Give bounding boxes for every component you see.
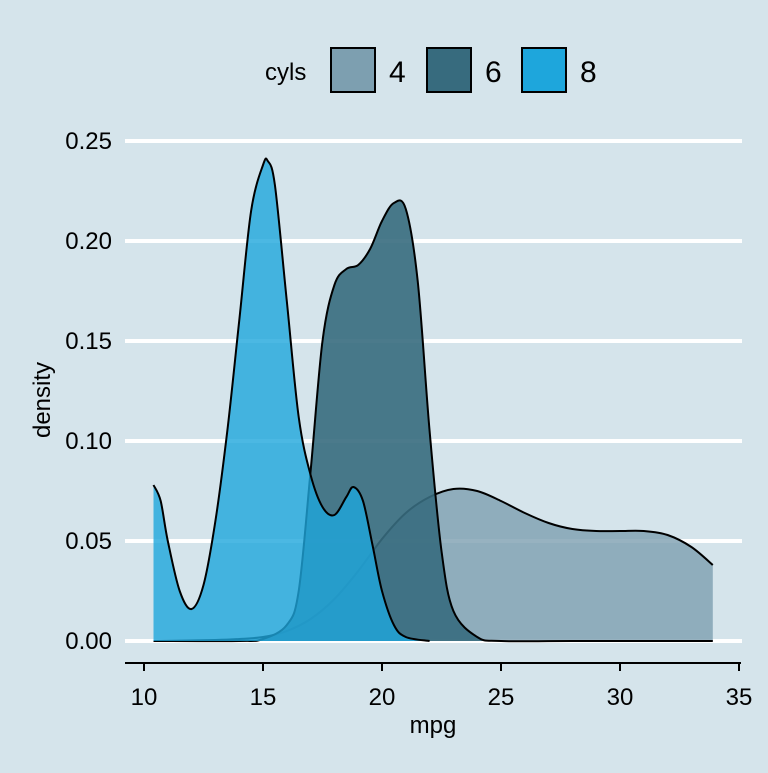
legend-title: cyls [265,59,306,86]
x-tick-label: 15 [250,684,277,711]
y-tick-label: 0.05 [65,528,112,555]
density-area-cyl-8 [153,158,430,641]
legend-label-6: 6 [485,56,502,89]
legend-label-4: 4 [389,56,406,89]
legend: cyls 4 6 8 [265,47,597,93]
y-tick-label: 0.15 [65,328,112,355]
density-areas [152,157,714,643]
y-tick-label: 0.25 [65,128,112,155]
legend-key-6 [426,47,472,93]
x-tick-label: 20 [369,684,396,711]
legend-items: 4 6 8 [330,47,597,93]
legend-key-4 [330,47,376,93]
y-axis-title: density [29,362,56,438]
x-axis [125,662,741,671]
y-tick-label: 0.20 [65,228,112,255]
density-area-cyl-6 [153,200,713,642]
y-tick-labels: 0.00 0.05 0.10 0.15 0.20 0.25 [65,128,112,655]
legend-label-8: 8 [580,56,597,89]
y-tick-label: 0.00 [65,628,112,655]
legend-key-8 [521,47,567,93]
y-tick-label: 0.10 [65,428,112,455]
x-axis-title: mpg [410,712,457,739]
x-tick-label: 35 [726,684,753,711]
density-line-cyl-8 [152,157,430,642]
x-tick-label: 25 [488,684,515,711]
x-tick-labels: 10 15 20 25 30 35 [131,684,753,711]
x-tick-label: 10 [131,684,158,711]
x-tick-label: 30 [607,684,634,711]
